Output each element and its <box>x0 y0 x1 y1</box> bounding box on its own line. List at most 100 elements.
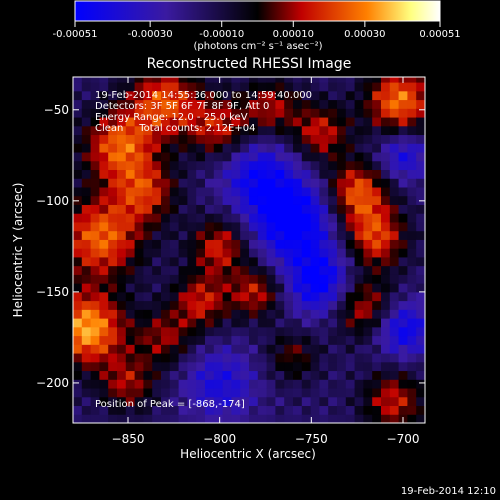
heatmap-pixel <box>152 335 162 345</box>
y-axis-label: Heliocentric Y (arcsec) <box>11 183 25 318</box>
heatmap-pixel <box>249 388 259 398</box>
heatmap-pixel <box>222 361 232 372</box>
heatmap-pixel <box>407 326 417 337</box>
heatmap-pixel <box>319 405 329 415</box>
heatmap-pixel <box>319 169 329 179</box>
heatmap-pixel <box>337 353 347 363</box>
heatmap-pixel <box>345 396 356 407</box>
heatmap-pixel <box>187 169 197 179</box>
heatmap-pixel <box>187 108 197 118</box>
heatmap-pixel <box>125 274 136 284</box>
heatmap-pixel <box>275 99 285 109</box>
heatmap-pixel <box>73 318 83 328</box>
heatmap-pixel <box>310 204 320 214</box>
heatmap-pixel <box>196 82 206 92</box>
heatmap-pixel <box>187 379 197 389</box>
heatmap-pixel <box>381 256 391 267</box>
heatmap-pixel <box>143 90 153 101</box>
heatmap-pixel <box>301 169 312 179</box>
heatmap-pixel <box>134 335 144 345</box>
heatmap-pixel <box>73 344 83 354</box>
heatmap-pixel <box>187 90 197 101</box>
heatmap-pixel <box>152 99 162 109</box>
heatmap-pixel <box>354 388 364 398</box>
heatmap-pixel <box>416 82 425 92</box>
heatmap-pixel <box>372 143 382 153</box>
heatmap-pixel <box>249 283 259 293</box>
heatmap-pixel <box>257 370 268 380</box>
heatmap-pixel <box>389 265 400 275</box>
heatmap-pixel <box>90 186 100 197</box>
heatmap-pixel <box>196 213 206 223</box>
heatmap-pixel <box>205 405 215 415</box>
heatmap-pixel <box>205 230 215 240</box>
heatmap-pixel <box>293 318 303 328</box>
heatmap-pixel <box>354 230 364 240</box>
heatmap-pixel <box>152 344 162 354</box>
heatmap-pixel <box>372 388 382 398</box>
heatmap-pixel <box>73 125 83 136</box>
heatmap-pixel <box>301 309 312 319</box>
heatmap-pixel <box>152 160 162 171</box>
heatmap-pixel <box>416 152 425 162</box>
heatmap-pixel <box>372 125 382 136</box>
heatmap-pixel <box>266 186 276 197</box>
heatmap-pixel <box>205 186 215 197</box>
heatmap-pixel <box>337 361 347 372</box>
heatmap-pixel <box>178 370 188 380</box>
heatmap-pixel <box>178 405 188 415</box>
heatmap-pixel <box>108 353 118 363</box>
heatmap-pixel <box>389 318 400 328</box>
heatmap-pixel <box>372 283 382 293</box>
heatmap-pixel <box>73 169 83 179</box>
heatmap-pixel <box>222 274 232 284</box>
heatmap-pixel <box>161 414 171 423</box>
heatmap-pixel <box>310 388 320 398</box>
heatmap-pixel <box>381 388 391 398</box>
heatmap-pixel <box>143 370 153 380</box>
heatmap-pixel <box>125 90 136 101</box>
heatmap-pixel <box>73 335 83 345</box>
heatmap-pixel <box>310 82 320 92</box>
heatmap-pixel <box>152 256 162 267</box>
heatmap-pixel <box>381 344 391 354</box>
heatmap-pixel <box>363 265 373 275</box>
heatmap-pixel <box>345 300 356 310</box>
heatmap-pixel <box>205 169 215 179</box>
heatmap-pixel <box>425 257 434 266</box>
heatmap-pixel <box>205 134 215 144</box>
heatmap-pixel <box>381 414 391 423</box>
heatmap-pixel <box>187 318 197 328</box>
y-tick-label: −150 <box>36 285 69 299</box>
heatmap-pixel <box>90 90 100 101</box>
heatmap-pixel <box>319 265 329 275</box>
heatmap-pixel <box>178 248 188 258</box>
heatmap-pixel <box>143 230 153 240</box>
heatmap-pixel <box>301 405 312 415</box>
heatmap-pixel <box>301 195 312 205</box>
heatmap-pixel <box>416 143 425 153</box>
heatmap-pixel <box>240 195 250 205</box>
heatmap-pixel <box>134 213 144 223</box>
heatmap-pixel <box>169 195 180 205</box>
heatmap-pixel <box>372 195 382 205</box>
heatmap-pixel <box>319 344 329 354</box>
heatmap-pixel <box>310 143 320 153</box>
heatmap-pixel <box>275 388 285 398</box>
heatmap-pixel <box>416 265 425 275</box>
heatmap-pixel <box>99 388 109 398</box>
heatmap-pixel <box>425 336 434 345</box>
heatmap-pixel <box>389 143 400 153</box>
heatmap-pixel <box>398 178 408 188</box>
heatmap-pixel <box>169 169 180 179</box>
heatmap-pixel <box>328 77 338 83</box>
heatmap-pixel <box>108 77 118 83</box>
heatmap-pixel <box>231 213 241 223</box>
heatmap-pixel <box>284 283 294 293</box>
heatmap-pixel <box>222 117 232 127</box>
heatmap-pixel <box>73 396 83 407</box>
heatmap-pixel <box>161 186 171 197</box>
heatmap-pixel <box>293 274 303 284</box>
heatmap-pixel <box>363 414 373 423</box>
heatmap-pixel <box>363 195 373 205</box>
